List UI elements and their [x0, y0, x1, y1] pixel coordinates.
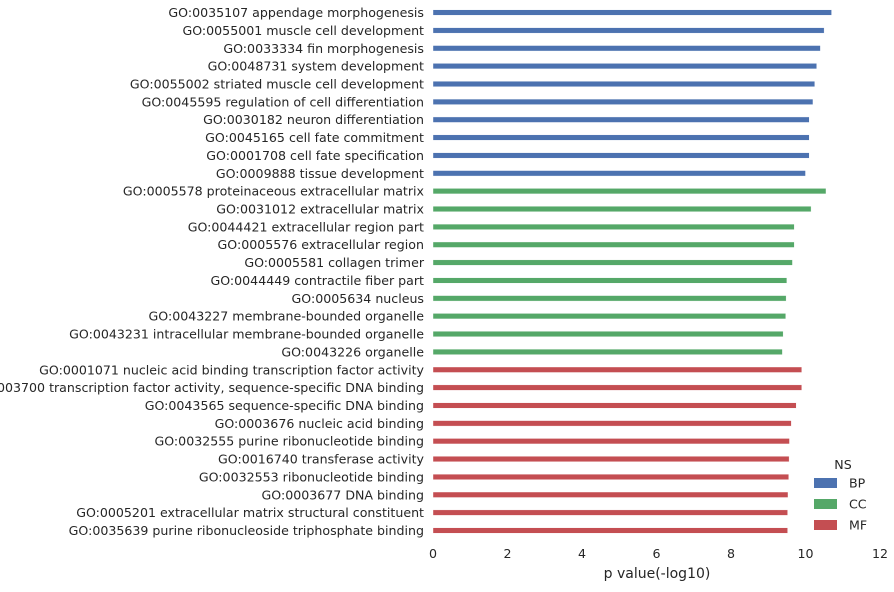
- category-label: GO:0003700 transcription factor activity…: [0, 380, 424, 395]
- category-label: GO:0030182 neuron differentiation: [203, 112, 424, 127]
- category-label: GO:0005634 nucleus: [292, 291, 424, 306]
- x-axis: 0 2 4 6 8 10 12: [429, 546, 888, 561]
- legend-swatch-cc: [814, 499, 837, 509]
- bar-15: [432, 259, 793, 266]
- bar-29: [432, 509, 788, 516]
- x-axis-title: p value(-log10): [604, 566, 711, 582]
- category-label: GO:0005578 proteinaceous extracellular m…: [123, 184, 425, 199]
- bar-10: [432, 170, 806, 177]
- bar-6: [432, 98, 814, 105]
- bar-4: [432, 63, 817, 70]
- bar-2: [432, 27, 825, 34]
- category-label: GO:0043565 sequence-specific DNA binding: [145, 398, 424, 413]
- bar-1: [432, 9, 832, 16]
- x-tick-label: 12: [872, 546, 888, 561]
- category-label: GO:0044449 contractile fiber part: [210, 273, 424, 288]
- bar-5: [432, 81, 816, 87]
- bars-layer: [432, 9, 832, 534]
- category-label: GO:0005201 extracellular matrix structur…: [76, 505, 424, 520]
- category-label: GO:0045165 cell fate commitment: [205, 130, 424, 145]
- bar-7: [432, 116, 810, 123]
- bar-9: [432, 152, 810, 159]
- category-label: GO:0001071 nucleic acid binding transcri…: [39, 362, 424, 377]
- bar-24: [432, 420, 792, 427]
- bar-3: [432, 45, 821, 52]
- category-label: GO:0016740 transferase activity: [218, 452, 425, 467]
- category-label: GO:0009888 tissue development: [216, 166, 424, 181]
- bar-30: [432, 527, 788, 534]
- bar-11: [432, 188, 827, 195]
- x-tick-label: 0: [429, 546, 437, 561]
- bar-20: [432, 348, 783, 355]
- legend-label-cc: CC: [849, 497, 867, 512]
- category-label: GO:0043231 intracellular membrane-bounde…: [69, 327, 424, 342]
- category-label: GO:0031012 extracellular matrix: [216, 202, 424, 217]
- x-tick-label: 4: [578, 546, 586, 561]
- bar-12: [432, 206, 812, 212]
- category-label: GO:0005581 collagen trimer: [244, 255, 424, 270]
- x-tick-label: 8: [727, 546, 735, 561]
- category-label: GO:0001708 cell fate specification: [206, 148, 424, 163]
- bar-27: [432, 473, 789, 480]
- category-label: GO:0003676 nucleic acid binding: [215, 416, 424, 431]
- bar-17: [432, 295, 787, 302]
- bar-22: [432, 384, 802, 391]
- category-label: GO:0048731 system development: [208, 59, 424, 74]
- legend-label-mf: MF: [849, 518, 867, 533]
- bar-21: [432, 366, 802, 373]
- category-label: GO:0045595 regulation of cell differenti…: [142, 94, 424, 109]
- bar-19: [432, 331, 784, 337]
- category-label: GO:0035639 purine ribonucleoside triphos…: [69, 523, 424, 538]
- category-label: GO:0043226 organelle: [281, 344, 424, 359]
- legend-swatch-mf: [814, 520, 837, 530]
- bar-14: [432, 241, 795, 248]
- legend-swatch-bp: [814, 478, 837, 488]
- category-label: GO:0035107 appendage morphogenesis: [168, 5, 424, 20]
- category-labels: GO:0035107 appendage morphogenesis GO:005…: [0, 5, 425, 538]
- category-label: GO:0043227 membrane-bounded organelle: [149, 309, 425, 324]
- bar-28: [432, 491, 789, 498]
- category-label: GO:0055002 striated muscle cell developm…: [130, 76, 424, 91]
- category-label: GO:0044421 extracellular region part: [188, 219, 424, 234]
- x-tick-label: 6: [652, 546, 660, 561]
- category-label: GO:0033334 fin morphogenesis: [223, 41, 424, 56]
- category-label: GO:0055001 muscle cell development: [182, 23, 424, 38]
- legend: NS BP CC MF: [814, 457, 867, 533]
- category-label: GO:0005576 extracellular region: [218, 237, 424, 252]
- legend-label-bp: BP: [849, 476, 866, 491]
- bar-25: [432, 438, 790, 445]
- category-label: GO:0003677 DNA binding: [262, 487, 424, 502]
- x-tick-label: 10: [797, 546, 813, 561]
- bar-16: [432, 277, 788, 284]
- legend-title: NS: [834, 457, 851, 472]
- category-label: GO:0032555 purine ribonucleotide binding: [154, 434, 424, 449]
- bar-18: [432, 313, 786, 320]
- bar-23: [432, 402, 797, 409]
- bar-8: [432, 134, 810, 141]
- x-tick-label: 2: [503, 546, 511, 561]
- bar-13: [432, 223, 795, 230]
- category-label: GO:0032553 ribonucleotide binding: [199, 469, 424, 484]
- bar-26: [432, 456, 790, 462]
